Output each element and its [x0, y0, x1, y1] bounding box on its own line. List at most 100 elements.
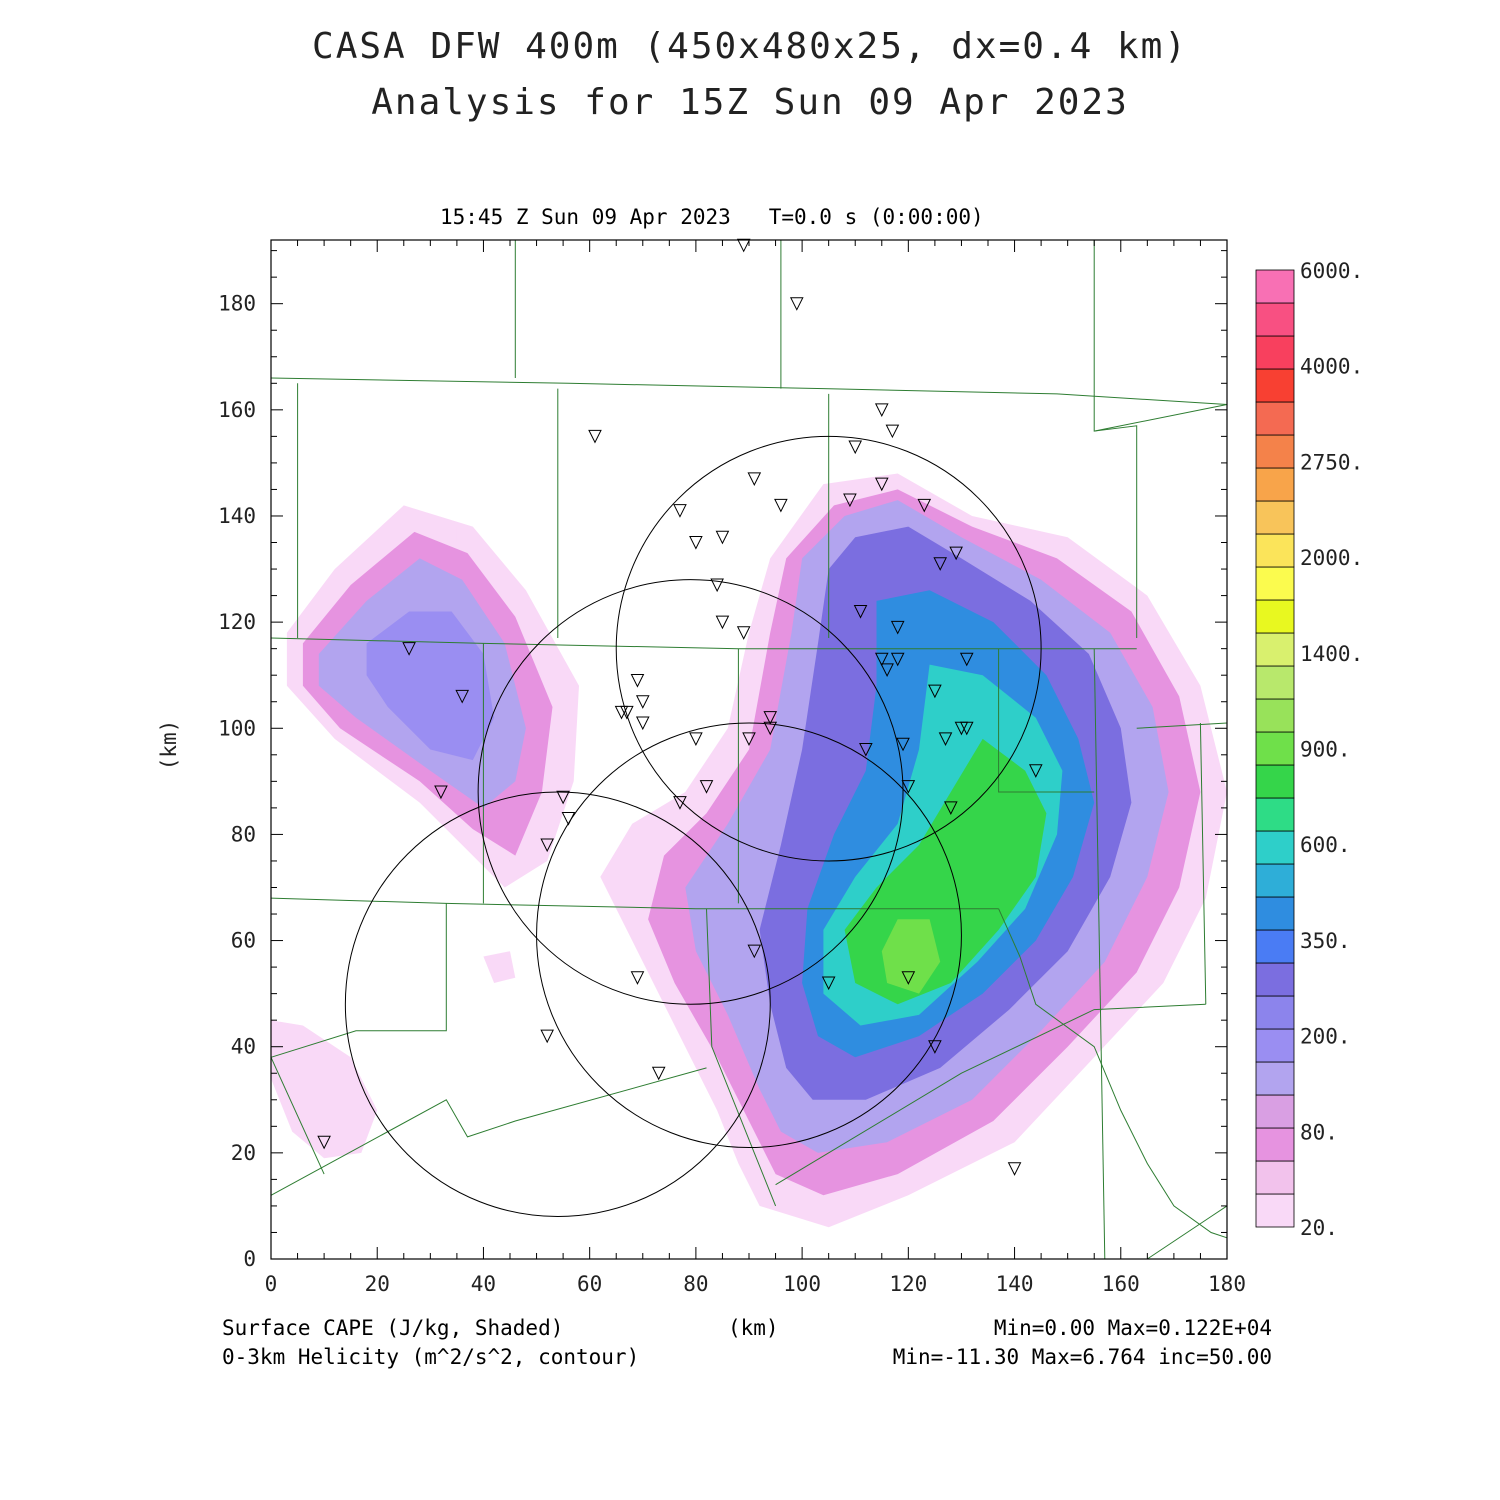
colorbar-swatch — [1255, 962, 1295, 997]
colorbar-label: 4000. — [1300, 355, 1363, 379]
x-tick-label: 20 — [365, 1272, 390, 1296]
colorbar-swatch — [1255, 698, 1295, 733]
chart-title: CASA DFW 400m (450x480x25, dx=0.4 km) — [312, 26, 1188, 67]
station-marker — [402, 642, 416, 656]
station-marker — [896, 737, 910, 752]
station-marker — [689, 732, 703, 747]
colorbar-swatch — [1255, 863, 1295, 898]
station-marker — [635, 695, 650, 709]
contour-field-label: 0-3km Helicity (m^2/s^2, contour) — [222, 1345, 640, 1369]
colorbar-label: 6000. — [1300, 259, 1363, 283]
county-line-23 — [1147, 1205, 1228, 1260]
station-marker — [853, 605, 868, 619]
station-marker — [588, 429, 602, 444]
cape-region-3 — [366, 611, 495, 761]
y-tick-label: 0 — [243, 1247, 256, 1271]
station-marker — [710, 578, 724, 593]
colorbar-swatch — [1255, 599, 1295, 634]
colorbar-swatch — [1255, 830, 1295, 865]
helicity-contour-0 — [615, 435, 1042, 862]
colorbar-swatch — [1255, 401, 1295, 436]
station-marker — [933, 557, 948, 571]
x-tick-label: 180 — [1208, 1272, 1246, 1296]
colorbar-swatch — [1255, 665, 1295, 700]
station-marker — [874, 403, 889, 417]
colorbar-swatch — [1255, 1061, 1295, 1096]
county-line-20 — [270, 1057, 325, 1175]
x-tick-label: 40 — [471, 1272, 496, 1296]
y-tick-labels: 0 20 40 60 80 100 120 140 160 180 — [218, 292, 256, 1271]
colorbar-swatch — [1255, 1028, 1295, 1063]
x-tick-label: 0 — [265, 1272, 278, 1296]
colorbar-swatch — [1255, 995, 1295, 1030]
station-marker — [742, 732, 756, 747]
colorbar-swatch — [1255, 1193, 1295, 1228]
cape-region-5 — [483, 951, 516, 983]
station-marker — [540, 838, 554, 853]
colorbar-label: 900. — [1300, 738, 1351, 762]
station-marker — [885, 424, 900, 439]
station-marker — [928, 684, 942, 699]
county-line-10 — [1093, 648, 1106, 1260]
colorbar-labels: 6000. 4000. 2750. 2000. 1400. 900. 600. 350. 200… — [1300, 259, 1363, 1240]
colorbar-label: 200. — [1300, 1025, 1351, 1049]
station-marker — [715, 530, 730, 545]
colorbar-swatch — [1255, 467, 1295, 502]
x-tick-label: 80 — [683, 1272, 708, 1296]
station-marker — [763, 711, 778, 725]
station-marker — [763, 721, 778, 736]
cape-region-4 — [446, 526, 457, 543]
contour-stats: Min=-11.30 Max=6.764 inc=50.00 — [892, 1345, 1272, 1369]
chart-subtitle: Analysis for 15Z Sun 09 Apr 2023 — [371, 82, 1129, 123]
colorbar-swatch — [1255, 1094, 1295, 1129]
colorbar-label: 2750. — [1300, 450, 1363, 474]
county-line-16 — [270, 897, 999, 910]
station-marker — [890, 652, 905, 667]
station-marker — [673, 504, 687, 518]
y-tick-label: 80 — [231, 822, 256, 846]
station-marker — [789, 297, 804, 311]
station-marker — [455, 689, 470, 704]
colorbar-swatch — [1255, 632, 1295, 667]
x-tick-label: 140 — [996, 1272, 1034, 1296]
cape-region-6 — [271, 1020, 378, 1159]
station-marker — [630, 971, 645, 985]
y-tick-label: 20 — [231, 1141, 256, 1165]
station-marker — [901, 971, 916, 985]
station-marker — [747, 472, 762, 486]
station-marker — [959, 652, 974, 667]
colorbar-swatch — [1255, 302, 1295, 337]
y-tick-label: 60 — [231, 929, 256, 953]
county-line-13 — [998, 648, 1095, 793]
station-marker — [673, 796, 687, 810]
station-markers — [317, 238, 1043, 1176]
station-marker — [317, 1135, 331, 1150]
station-marker — [859, 743, 873, 757]
cape-shading — [271, 473, 1227, 1228]
station-marker — [630, 674, 645, 688]
station-marker — [848, 440, 863, 455]
colorbar-swatch — [1255, 566, 1295, 601]
county-line-14 — [1136, 722, 1228, 729]
axis-ticks — [270, 240, 1228, 1260]
colorbar-swatch — [1255, 368, 1295, 403]
colorbar-label: 20. — [1300, 1216, 1338, 1240]
colorbar-swatch — [1255, 929, 1295, 964]
station-marker — [874, 652, 889, 667]
x-tick-label: 100 — [783, 1272, 821, 1296]
colorbar — [1255, 269, 1295, 1228]
station-marker — [843, 493, 857, 508]
shaded-stats: Min=0.00 Max=0.122E+04 — [993, 1316, 1272, 1340]
station-marker — [1007, 1162, 1022, 1176]
station-marker — [1028, 764, 1043, 778]
colorbar-label: 600. — [1300, 833, 1351, 857]
county-line-7 — [1093, 393, 1138, 638]
x-tick-label: 120 — [889, 1272, 927, 1296]
station-marker — [561, 811, 576, 826]
x-axis-label: (km) — [728, 1316, 779, 1340]
station-marker — [736, 238, 751, 253]
y-tick-label: 180 — [218, 292, 256, 316]
station-marker — [689, 536, 703, 550]
station-marker — [917, 498, 932, 513]
